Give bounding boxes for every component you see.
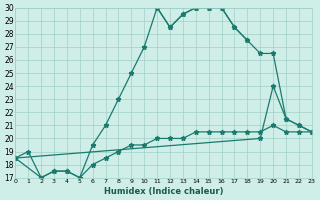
X-axis label: Humidex (Indice chaleur): Humidex (Indice chaleur) — [104, 187, 223, 196]
